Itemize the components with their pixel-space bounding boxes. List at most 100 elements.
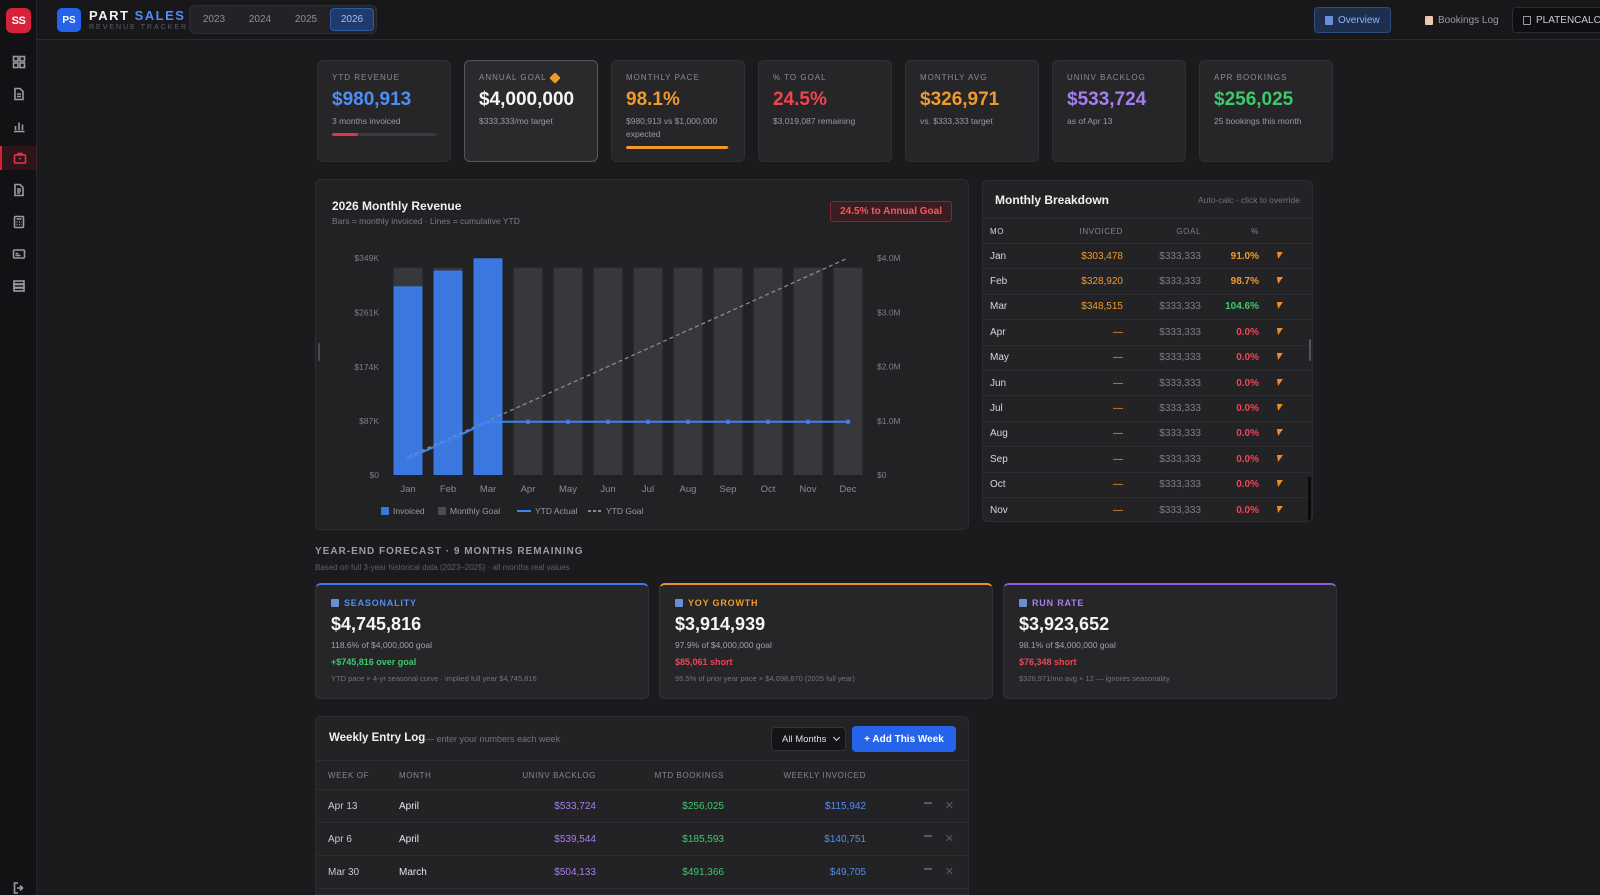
overview-button[interactable]: Overview <box>1314 7 1391 33</box>
bookings-log-button[interactable]: Bookings Log <box>1415 7 1509 33</box>
year-tab-2024[interactable]: 2024 <box>248 14 272 25</box>
override-button[interactable] <box>1259 505 1299 516</box>
ytd-actual-point <box>445 438 451 443</box>
row-actions: ✕ <box>866 800 968 812</box>
kpi-annual-goal[interactable]: ANNUAL GOAL $4,000,000 $333,333/mo targe… <box>464 60 598 162</box>
ytd-actual-point <box>765 419 771 425</box>
x-tick-label: May <box>559 484 577 495</box>
row-invoiced: — <box>1113 479 1123 491</box>
pace-progress-bar <box>626 145 730 149</box>
override-button[interactable] <box>1259 428 1299 439</box>
year-tab-2025[interactable]: 2025 <box>294 14 318 25</box>
row-month: Nov <box>990 504 1008 516</box>
bolt-icon <box>1275 302 1283 310</box>
row-month: Mar <box>990 301 1008 313</box>
override-button[interactable] <box>1259 454 1299 465</box>
breakdown-row[interactable]: Feb $328,920 $333,333 98.7% <box>983 269 1312 295</box>
override-button[interactable] <box>1259 479 1299 490</box>
close-icon[interactable]: ✕ <box>944 866 954 878</box>
breakdown-row[interactable]: Jun — $333,333 0.0% <box>983 371 1312 397</box>
row-goal: $333,333 <box>1159 453 1201 465</box>
card-icon[interactable] <box>0 242 37 266</box>
edit-icon[interactable] <box>923 835 932 837</box>
resize-handle[interactable] <box>318 343 320 361</box>
column-header-percent: % <box>1251 226 1259 236</box>
edit-icon[interactable] <box>923 868 932 870</box>
scrollbar-thumb[interactable] <box>1309 339 1311 361</box>
close-icon[interactable]: ✕ <box>944 833 954 845</box>
override-button[interactable] <box>1259 378 1299 389</box>
row-invoiced: $328,920 <box>1081 276 1123 288</box>
bar-chart-icon[interactable] <box>0 114 37 138</box>
row-bookings: $185,593 <box>682 833 724 845</box>
row-goal: $333,333 <box>1159 276 1201 288</box>
forecast-goal-line: 98.1% of $4,000,000 goal <box>1019 640 1116 650</box>
column-header-week-of: WEEK OF <box>328 770 370 780</box>
row-invoiced: — <box>1113 377 1123 389</box>
ytd-actual-line <box>407 420 848 460</box>
pencil-icon[interactable] <box>548 71 561 84</box>
platencalc-button[interactable]: PLATENCALC <box>1512 7 1600 33</box>
calculator-icon <box>1523 15 1531 25</box>
add-this-week-button[interactable]: + Add This Week <box>852 726 956 752</box>
override-button[interactable] <box>1259 352 1299 363</box>
document-icon[interactable] <box>0 82 37 106</box>
row-month: April <box>399 800 420 812</box>
bolt-icon <box>1275 251 1283 259</box>
ytd-progress-fill <box>332 132 358 136</box>
edit-icon[interactable] <box>923 802 932 804</box>
database-icon[interactable] <box>0 274 37 298</box>
override-button[interactable] <box>1259 276 1299 287</box>
column-header-mo: MO <box>990 226 1005 236</box>
breakdown-row[interactable]: Mar $348,515 $333,333 104.6% <box>983 295 1312 321</box>
override-button[interactable] <box>1259 301 1299 312</box>
goal-bar <box>793 267 823 475</box>
override-button[interactable] <box>1259 251 1299 262</box>
ytd-actual-point <box>405 456 411 461</box>
bookings-log-label: Bookings Log <box>1438 14 1499 26</box>
column-header-invoiced: INVOICED <box>1079 226 1123 236</box>
forecast-value: $3,914,939 <box>675 614 766 634</box>
forecast-title: YEAR-END FORECAST · 9 MONTHS REMAINING <box>315 546 584 557</box>
logout-icon[interactable] <box>0 876 37 895</box>
goal-bar <box>633 267 663 475</box>
row-goal: $333,333 <box>1159 301 1201 313</box>
row-invoiced: — <box>1113 504 1123 516</box>
row-invoiced: — <box>1113 428 1123 440</box>
weekly-column-headers: WEEK OF MONTH UNINV BACKLOG MTD BOOKINGS… <box>316 761 968 790</box>
row-percent: 104.6% <box>1225 301 1259 313</box>
breakdown-row[interactable]: Jul — $333,333 0.0% <box>983 396 1312 422</box>
kpi-label: UNINV BACKLOG <box>1067 73 1146 82</box>
weekly-entry-log: Weekly Entry Log — enter your numbers ea… <box>315 716 969 895</box>
row-percent: 0.0% <box>1236 428 1259 440</box>
close-icon[interactable]: ✕ <box>944 800 954 812</box>
app-logo[interactable]: SS <box>6 8 31 33</box>
kpi-sub: 3 months invoiced <box>332 116 401 126</box>
month-filter-select[interactable]: All Months <box>771 727 846 751</box>
grid-icon[interactable] <box>0 50 37 74</box>
year-tab-2026[interactable]: 2026 <box>330 8 374 31</box>
breakdown-row[interactable]: Nov — $333,333 0.0% <box>983 498 1312 521</box>
breakdown-row[interactable]: May — $333,333 0.0% <box>983 346 1312 371</box>
override-button[interactable] <box>1259 403 1299 414</box>
briefcase-icon[interactable] <box>0 146 37 170</box>
breakdown-row[interactable]: Oct — $333,333 0.0% <box>983 473 1312 498</box>
year-tab-2023[interactable]: 2023 <box>202 14 226 25</box>
row-percent: 91.0% <box>1230 250 1259 262</box>
row-goal: $333,333 <box>1159 479 1201 491</box>
y-left-tick-label: $174K <box>354 362 379 372</box>
row-actions: ✕ <box>866 833 968 845</box>
calculator-icon[interactable] <box>0 210 37 234</box>
breakdown-row[interactable]: Jan $303,478 $333,333 91.0% <box>983 244 1312 270</box>
breakdown-row[interactable]: Aug — $333,333 0.0% <box>983 422 1312 448</box>
breakdown-row[interactable]: Apr — $333,333 0.0% <box>983 320 1312 346</box>
breakdown-header: Monthly Breakdown Auto-calc · click to o… <box>983 181 1312 219</box>
scrollbar-track[interactable] <box>1308 477 1311 521</box>
breakdown-row[interactable]: Sep — $333,333 0.0% <box>983 447 1312 473</box>
x-tick-label: Dec <box>840 484 857 495</box>
legend-swatch <box>381 507 389 515</box>
file-icon[interactable] <box>0 178 37 202</box>
row-month: May <box>990 352 1009 364</box>
override-button[interactable] <box>1259 327 1299 338</box>
column-header-goal: GOAL <box>1176 226 1201 236</box>
